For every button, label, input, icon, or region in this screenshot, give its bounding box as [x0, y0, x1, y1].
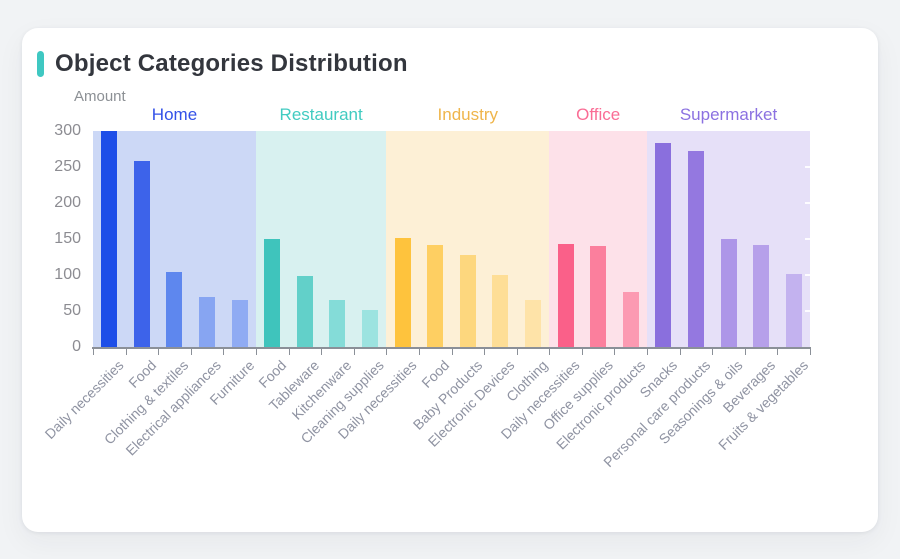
x-axis-tick: [386, 349, 388, 355]
bar[interactable]: [622, 292, 639, 347]
y-axis-tick-label: 0: [72, 338, 81, 355]
right-axis-tick: [805, 310, 810, 312]
right-axis-tick: [805, 202, 810, 204]
x-axis-tick: [679, 349, 681, 355]
x-axis-tick: [484, 349, 486, 355]
x-axis-tick: [288, 349, 290, 355]
x-axis-tick: [190, 349, 192, 355]
title-accent-bar: [37, 51, 44, 77]
chart-area: 0 50 100 150 200 250 300 Home Daily necessities F…: [22, 28, 878, 532]
x-axis-tick: [418, 349, 420, 355]
bar[interactable]: [427, 245, 444, 347]
bar[interactable]: [590, 246, 607, 347]
y-axis-tick-label: 200: [54, 194, 81, 211]
bar[interactable]: [264, 239, 281, 347]
right-axis-tick: [805, 166, 810, 168]
bar[interactable]: [394, 237, 411, 347]
x-axis-tick: [451, 349, 453, 355]
group-label-home: Home: [151, 105, 198, 124]
bar[interactable]: [329, 300, 346, 347]
bar[interactable]: [655, 142, 672, 347]
bar[interactable]: [687, 151, 704, 347]
bar[interactable]: [296, 276, 313, 347]
group-label-supermarket: Supermarket: [679, 105, 778, 124]
x-axis-tick: [223, 349, 225, 355]
bar[interactable]: [133, 161, 150, 347]
y-axis-tick-label: 300: [54, 122, 81, 139]
y-axis-tick-label: 250: [54, 158, 81, 175]
x-axis-tick: [516, 349, 518, 355]
card-header: Object Categories Distribution: [37, 50, 408, 78]
x-axis-tick: [125, 349, 127, 355]
bar[interactable]: [492, 275, 509, 347]
bar[interactable]: [785, 273, 802, 347]
x-axis-line: [92, 347, 811, 349]
x-axis-tick: [158, 349, 160, 355]
y-axis-tick-label: 50: [63, 302, 81, 319]
bar[interactable]: [362, 309, 379, 347]
y-axis-tick-label: 100: [54, 266, 81, 283]
bar[interactable]: [524, 300, 541, 347]
x-axis-tick: [353, 349, 355, 355]
right-axis-tick: [805, 274, 810, 276]
x-axis-tick: [581, 349, 583, 355]
x-axis-tick: [647, 349, 649, 355]
bar[interactable]: [166, 272, 183, 347]
group-label-restaurant: Restaurant: [279, 105, 363, 124]
bar[interactable]: [753, 245, 770, 347]
x-axis-tick: [810, 349, 811, 355]
y-axis-title: Amount: [74, 88, 126, 105]
x-axis-tick: [712, 349, 714, 355]
x-axis-tick: [777, 349, 779, 355]
x-axis-tick: [93, 349, 94, 355]
bar[interactable]: [720, 239, 737, 347]
y-axis-tick-label: 150: [54, 230, 81, 247]
bar[interactable]: [231, 300, 248, 347]
bar[interactable]: [199, 296, 216, 347]
x-axis-tick: [614, 349, 616, 355]
x-axis-tick: [255, 349, 257, 355]
bar[interactable]: [557, 244, 574, 347]
group-label-industry: Industry: [437, 105, 499, 124]
x-axis-tick: [549, 349, 551, 355]
group-label-office: Office: [576, 105, 621, 124]
bar[interactable]: [101, 131, 118, 347]
bar[interactable]: [459, 254, 476, 347]
x-axis-tick: [744, 349, 746, 355]
chart-title: Object Categories Distribution: [55, 50, 408, 77]
x-axis-tick: [321, 349, 323, 355]
chart-card: Object Categories Distribution Amount 0 5…: [22, 28, 878, 532]
right-axis-tick: [805, 238, 810, 240]
